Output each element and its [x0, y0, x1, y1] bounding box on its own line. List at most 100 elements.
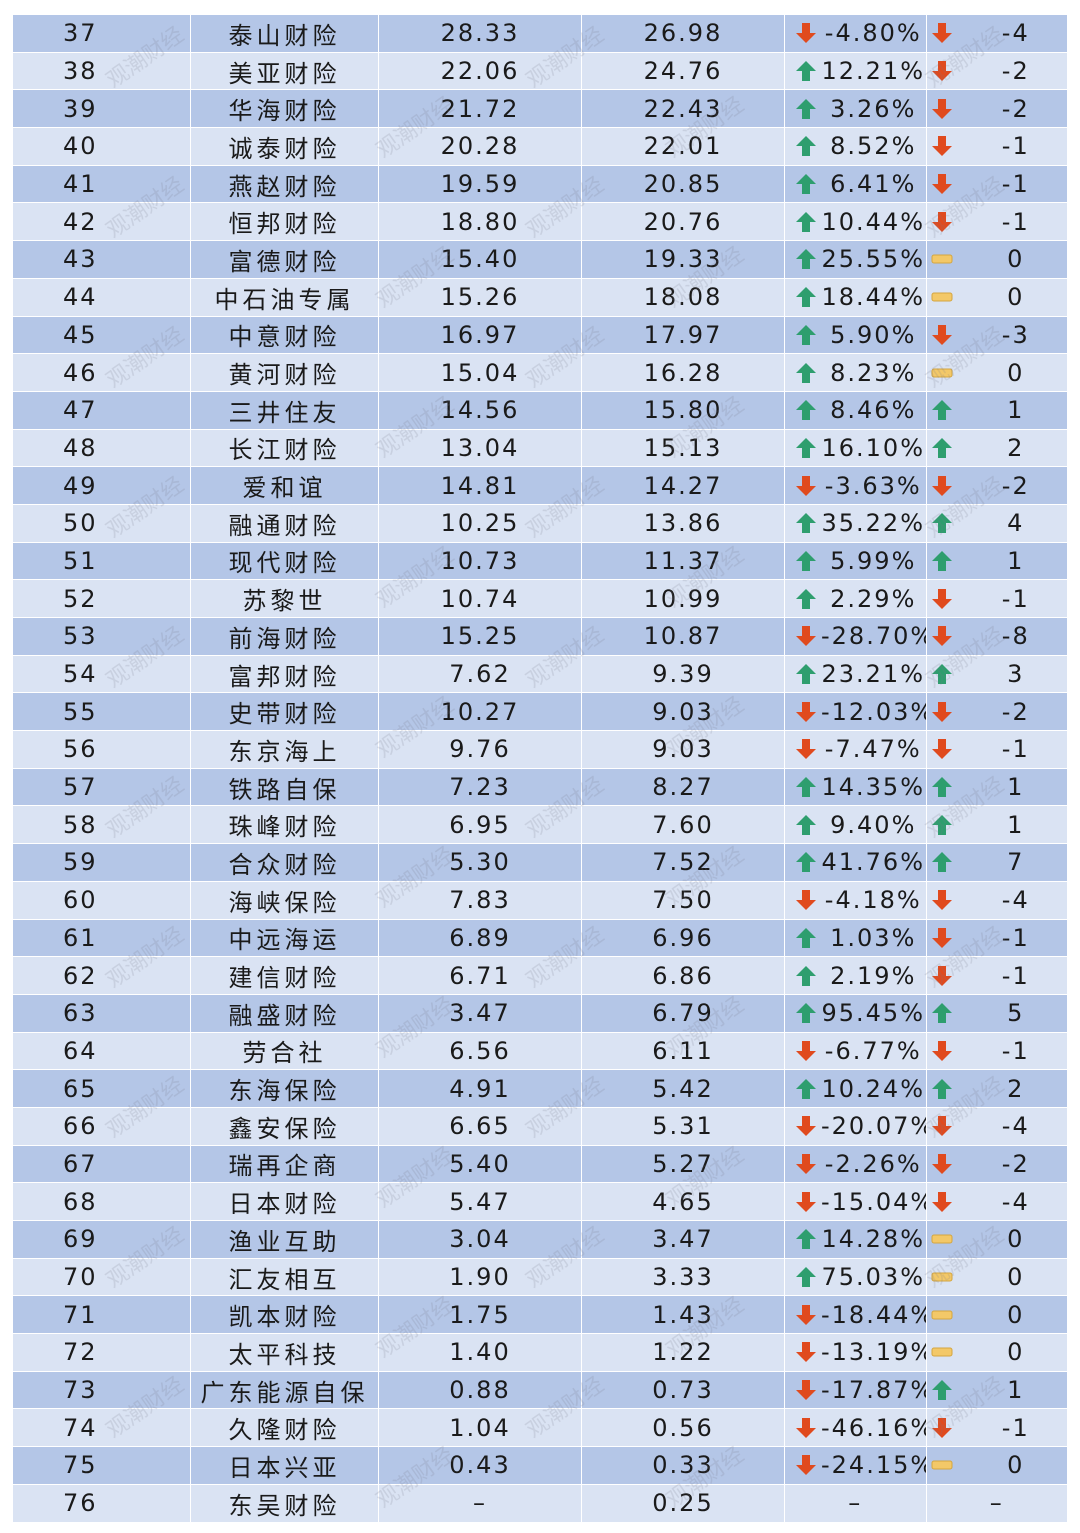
down-arrow-icon: [795, 1040, 817, 1062]
growth-cell: -3.63%: [784, 466, 927, 505]
table-row: 73 广东能源自保 0.88 0.73 -17.87% 1: [12, 1370, 1068, 1410]
up-arrow-icon: [795, 663, 817, 685]
down-arrow-icon: [795, 625, 817, 647]
curr-premium-cell: 20.85: [581, 164, 785, 204]
growth-cell-value: 10.44%: [821, 207, 925, 236]
up-arrow-icon: [795, 776, 817, 798]
prev-premium-cell: 19.59: [378, 164, 582, 204]
prev-premium-cell: 1.40: [378, 1333, 582, 1372]
up-arrow-icon: [795, 248, 817, 270]
table-row: 65 东海保险 4.91 5.42 10.24% 2: [12, 1069, 1068, 1108]
down-arrow-icon: [931, 173, 953, 195]
down-arrow-icon: [931, 1153, 953, 1175]
growth-cell: 10.44%: [784, 202, 927, 242]
rank-cell: 56: [12, 730, 191, 769]
prev-premium-cell: 7.83: [378, 880, 582, 920]
prev-premium-cell: 10.27: [378, 692, 582, 732]
table-row: 54 富邦财险 7.62 9.39 23.21% 3: [12, 654, 1068, 694]
curr-premium-cell: 6.11: [581, 1031, 785, 1071]
rank-move-cell-value: -2: [1001, 94, 1030, 123]
growth-cell-value: -24.15%: [821, 1451, 926, 1480]
up-arrow-icon: [795, 60, 817, 82]
up-arrow-icon: [795, 814, 817, 836]
down-arrow-icon: [931, 738, 953, 760]
rank-cell: 57: [12, 767, 191, 807]
rank-cell: 64: [12, 1031, 191, 1071]
up-arrow-icon: [795, 98, 817, 120]
company-name-cell: 融通财险: [190, 503, 379, 543]
table-row: 66 鑫安保险 6.65 5.31 -20.07% -4: [12, 1106, 1068, 1146]
rank-move-cell: –: [925, 1483, 1068, 1523]
growth-cell: 6.41%: [784, 164, 927, 204]
rank-move-cell: -1: [925, 127, 1068, 166]
rank-move-cell: -2: [925, 466, 1068, 505]
rank-cell: 40: [12, 127, 191, 166]
growth-cell-value: 12.21%: [821, 57, 925, 86]
up-arrow-icon: [931, 550, 953, 572]
up-arrow-icon: [931, 851, 953, 873]
rank-move-cell: -1: [925, 579, 1068, 618]
table-row: 52 苏黎世 10.74 10.99 2.29% -1: [12, 579, 1068, 618]
company-name-cell: 合众财险: [190, 843, 379, 882]
company-name-cell: 苏黎世: [190, 579, 379, 618]
rank-move-cell-value: –: [989, 1489, 1004, 1518]
prev-premium-cell: 16.97: [378, 315, 582, 355]
growth-cell: -2.26%: [784, 1144, 927, 1184]
rank-cell: 60: [12, 880, 191, 920]
growth-cell-value: 25.55%: [821, 245, 925, 274]
growth-cell-value: 75.03%: [821, 1263, 925, 1292]
company-name-cell: 长江财险: [190, 428, 379, 468]
rank-move-cell-value: -2: [1001, 471, 1030, 500]
rank-cell: 69: [12, 1220, 191, 1259]
growth-cell: 25.55%: [784, 240, 927, 279]
company-name-cell: 东京海上: [190, 730, 379, 769]
rank-move-cell-value: -1: [1001, 1036, 1030, 1065]
growth-cell-value: -17.87%: [821, 1376, 926, 1405]
rank-cell: 37: [12, 14, 191, 53]
flat-dash-icon: [931, 1266, 953, 1288]
curr-premium-cell: 11.37: [581, 541, 785, 581]
prev-premium-cell: 18.80: [378, 202, 582, 242]
rank-move-cell-value: 1: [1007, 1376, 1025, 1405]
prev-premium-cell: 1.90: [378, 1257, 582, 1297]
table-row: 70 汇友相互 1.90 3.33 75.03% 0: [12, 1257, 1068, 1297]
growth-cell-value: -18.44%: [821, 1300, 926, 1329]
prev-premium-cell: 0.88: [378, 1370, 582, 1410]
rank-move-cell-value: 4: [1007, 509, 1025, 538]
rank-cell: 48: [12, 428, 191, 468]
growth-cell-value: 18.44%: [821, 283, 925, 312]
down-arrow-icon: [931, 475, 953, 497]
growth-cell: 75.03%: [784, 1257, 927, 1297]
curr-premium-cell: 0.25: [581, 1483, 785, 1523]
growth-cell-value: -20.07%: [821, 1112, 926, 1141]
flat-dash-icon: [931, 1341, 953, 1363]
up-arrow-icon: [795, 1078, 817, 1100]
rank-cell: 50: [12, 503, 191, 543]
rank-cell: 62: [12, 956, 191, 995]
company-name-cell: 东吴财险: [190, 1483, 379, 1523]
rank-move-cell-value: -1: [1001, 207, 1030, 236]
rank-move-cell-value: 1: [1007, 810, 1025, 839]
down-arrow-icon: [931, 927, 953, 949]
growth-cell: 10.24%: [784, 1069, 927, 1108]
table-row: 58 珠峰财险 6.95 7.60 9.40% 1: [12, 805, 1068, 845]
curr-premium-cell: 6.79: [581, 993, 785, 1033]
up-arrow-icon: [931, 663, 953, 685]
growth-cell: -6.77%: [784, 1031, 927, 1071]
rank-move-cell-value: 0: [1007, 1263, 1025, 1292]
growth-cell: -15.04%: [784, 1182, 927, 1221]
curr-premium-cell: 7.52: [581, 843, 785, 882]
table-row: 61 中远海运 6.89 6.96 1.03% -1: [12, 918, 1068, 958]
company-name-cell: 珠峰财险: [190, 805, 379, 845]
rank-move-cell-value: 0: [1007, 245, 1025, 274]
rank-cell: 44: [12, 277, 191, 317]
rank-cell: 73: [12, 1370, 191, 1410]
prev-premium-cell: 5.47: [378, 1182, 582, 1221]
company-name-cell: 鑫安保险: [190, 1106, 379, 1146]
rank-cell: 71: [12, 1295, 191, 1335]
rank-cell: 42: [12, 202, 191, 242]
growth-cell-value: 23.21%: [821, 660, 925, 689]
up-arrow-icon: [795, 1002, 817, 1024]
rank-move-cell-value: 3: [1007, 660, 1025, 689]
rank-cell: 45: [12, 315, 191, 355]
